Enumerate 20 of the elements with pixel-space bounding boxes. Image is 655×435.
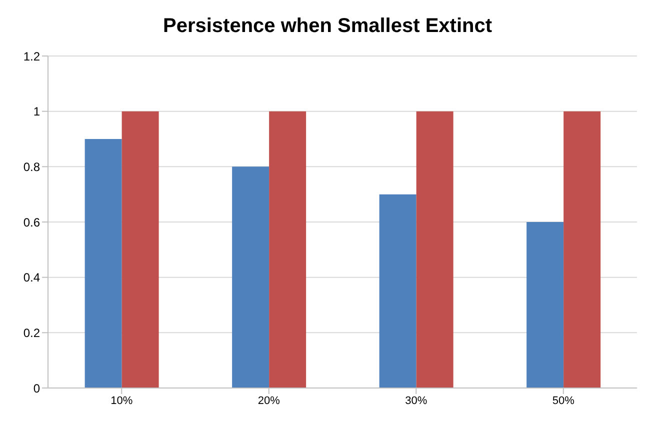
x-tick-label: 50% <box>552 394 575 407</box>
bar <box>379 194 416 388</box>
x-tick-label: 10% <box>110 394 133 407</box>
y-tick-label: 0 <box>33 381 40 396</box>
bar <box>416 111 454 388</box>
x-tick-label: 30% <box>405 394 428 407</box>
y-tick-label: 0.6 <box>23 215 40 230</box>
x-tick-label: 20% <box>258 394 280 407</box>
bar <box>564 111 601 388</box>
bar <box>269 111 306 388</box>
bar <box>232 166 270 388</box>
y-tick-label: 1.2 <box>23 49 40 64</box>
bar <box>526 222 564 388</box>
y-tick-label: 0.4 <box>23 270 40 285</box>
bar <box>84 139 122 388</box>
y-tick-label: 0.8 <box>23 160 40 174</box>
chart-title: Persistence when Smallest Extinct <box>162 14 494 39</box>
bar <box>122 111 159 388</box>
y-tick-label: 1 <box>33 104 40 119</box>
y-tick-label: 0.2 <box>23 326 40 340</box>
